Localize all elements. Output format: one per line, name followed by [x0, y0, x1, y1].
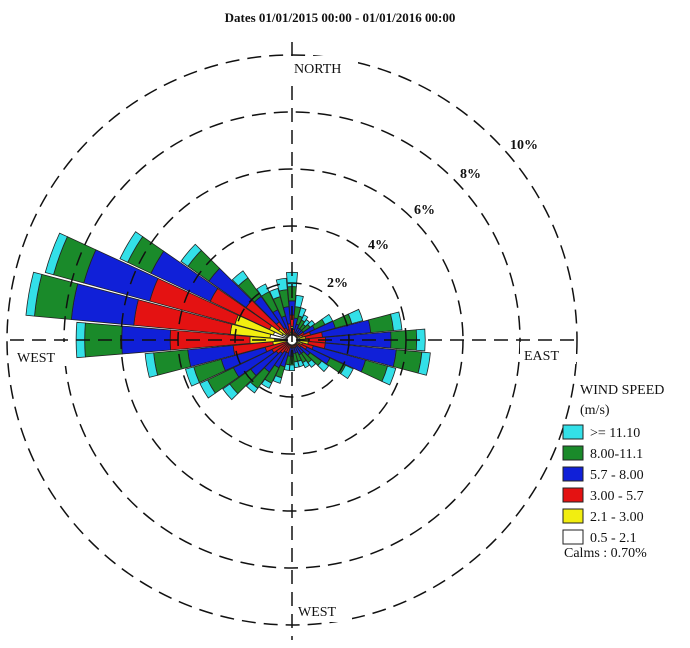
petal-240-bin-0: [199, 379, 216, 399]
west-label-box: [12, 342, 68, 366]
legend-label-5: 0.5 - 2.1: [590, 531, 637, 546]
ring-label-10: 10%: [510, 138, 538, 153]
petal-210-bin-0: [261, 378, 273, 389]
ring-label-8: 8%: [460, 167, 481, 182]
legend-swatch-3: [562, 487, 584, 503]
ring-label-6: 6%: [414, 203, 435, 218]
petal-180-bin-0: [289, 364, 295, 372]
petal-100-bin-1: [392, 349, 423, 374]
east-label: EAST: [524, 349, 559, 364]
petal-80-bin-0: [390, 311, 403, 332]
legend-swatch-0: [562, 424, 584, 440]
east-label-box: [520, 342, 576, 364]
north-label: NORTH: [294, 62, 341, 77]
legend-label-2: 5.7 - 8.00: [590, 468, 644, 483]
legend-label-3: 3.00 - 5.7: [590, 489, 644, 504]
legend-swatch-1: [562, 445, 584, 461]
petal-60-bin-0: [321, 313, 334, 325]
petal-150-bin-0: [302, 359, 311, 369]
south-label: WEST: [298, 605, 337, 620]
petal-310-bin-0: [180, 243, 202, 267]
petal-120-bin-0: [340, 364, 354, 380]
petal-110-bin-0: [381, 365, 397, 386]
petal-230-bin-0: [222, 383, 239, 401]
petal-320-bin-0: [231, 270, 249, 287]
petal-10-bin-0: [294, 294, 304, 309]
ring-label-4: 4%: [368, 238, 389, 253]
ring-label-2: 2%: [327, 276, 348, 291]
petal-20-bin-0: [298, 307, 307, 318]
petal-290-bin-0: [44, 232, 68, 276]
legend-swatch-5: [562, 529, 584, 545]
legend-items: >= 11.10 8.00-11.1 5.7 - 8.00 3.00 - 5.7 2.1…: [562, 424, 644, 546]
legend-swatch-4: [562, 508, 584, 524]
north-label-box: [290, 56, 358, 78]
legend-label-0: >= 11.10: [590, 426, 640, 441]
petal-100-bin-0: [417, 351, 431, 376]
legend-calms: Calms : 0.70%: [564, 546, 647, 561]
petal-340-bin-0: [269, 287, 281, 300]
legend-swatch-2: [562, 466, 584, 482]
petal-260-bin-0: [144, 352, 159, 378]
petal-70-bin-0: [347, 308, 364, 325]
petal-30-bin-0: [300, 314, 309, 323]
legend-title: WIND SPEED: [580, 383, 664, 398]
petal-90-bin-0: [415, 328, 426, 352]
petal-130-bin-0: [317, 360, 330, 373]
petal-280-bin-0: [25, 271, 43, 317]
petal-200-bin-0: [272, 375, 283, 384]
petal-220-bin-0: [245, 381, 259, 394]
petal-260-bin-1: [153, 349, 192, 376]
petal-300-bin-0: [119, 231, 144, 263]
petal-250-bin-0: [184, 366, 200, 387]
legend-label-1: 8.00-11.1: [590, 447, 643, 462]
wind-petals: [25, 231, 431, 401]
legend-units: (m/s): [580, 403, 610, 418]
west-label: WEST: [17, 351, 56, 366]
petal-350-bin-0: [275, 277, 288, 292]
petal-140-bin-0: [307, 359, 317, 368]
south-label-box: [294, 598, 352, 622]
chart-title: Dates 01/01/2015 00:00 - 01/01/2016 00:0…: [225, 10, 456, 25]
legend-label-4: 2.1 - 3.00: [590, 510, 644, 525]
petal-80-bin-1: [368, 313, 394, 334]
